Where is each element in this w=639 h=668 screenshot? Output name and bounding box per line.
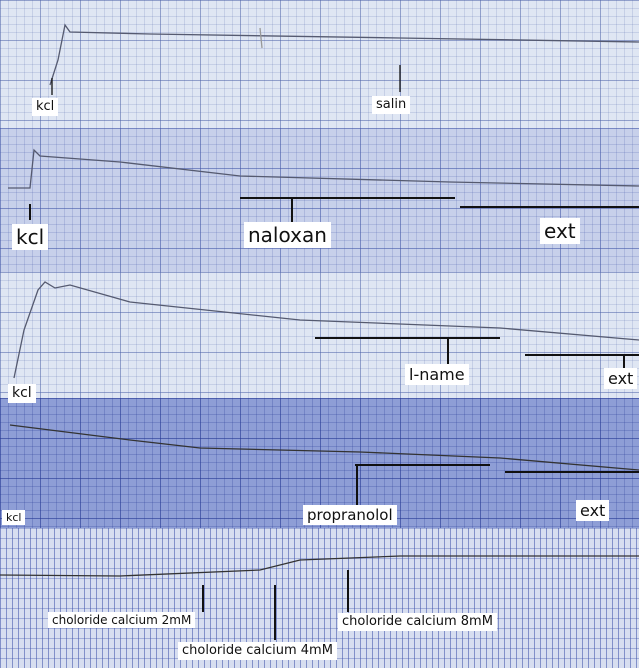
label: l-name <box>405 364 469 386</box>
marker <box>202 570 349 640</box>
label: ext <box>540 218 580 244</box>
label: kcl <box>2 510 26 526</box>
marker <box>259 27 263 49</box>
trace <box>0 555 639 577</box>
label: propranolol <box>303 505 397 525</box>
label: choloride calcium 2mM <box>48 612 196 629</box>
trace <box>9 424 639 471</box>
marker <box>355 464 639 505</box>
marker <box>29 197 639 222</box>
label: ext <box>604 368 638 390</box>
marker <box>315 337 639 370</box>
marker <box>51 65 401 95</box>
label: naloxan <box>244 222 331 248</box>
trace <box>13 281 639 379</box>
label: kcl <box>12 224 49 250</box>
label: choloride calcium 4mM <box>178 642 337 660</box>
label: kcl <box>8 384 36 403</box>
label: choloride calcium 8mM <box>338 613 497 631</box>
trace-panel <box>0 128 639 272</box>
label: kcl <box>32 98 59 116</box>
label: salin <box>372 96 411 114</box>
label: ext <box>576 500 610 522</box>
trace-panel <box>0 272 639 398</box>
trace <box>49 23 639 86</box>
trace <box>8 148 639 189</box>
trace-panel <box>0 0 639 128</box>
